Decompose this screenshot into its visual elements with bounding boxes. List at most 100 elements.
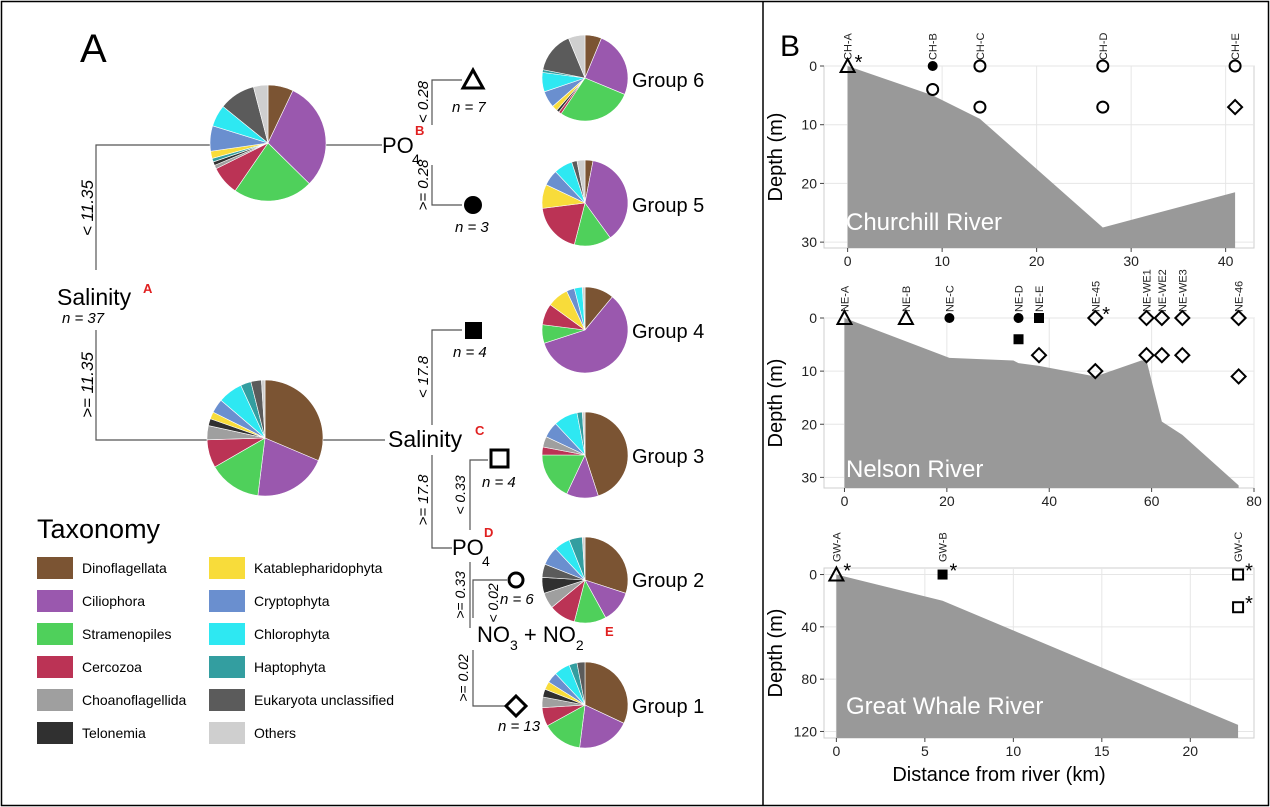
marker-open-circle — [973, 59, 987, 73]
asterisk-marker: * — [1102, 304, 1110, 326]
split-d-upper: < 0.33 — [452, 475, 468, 515]
leaf-count: n = 4 — [453, 344, 487, 361]
marker-open-circle — [1096, 100, 1110, 114]
pie-slice-dinoflagellata — [584, 536, 629, 594]
node-label-part: NO — [477, 622, 510, 647]
pie-slice-others — [568, 34, 586, 79]
asterisk-marker: * — [1245, 561, 1253, 583]
legend-label: Katablepharidophyta — [254, 560, 383, 576]
leaf-count: n = 7 — [452, 99, 486, 116]
y-tick-label: 0 — [809, 567, 817, 583]
pie-slice-others — [581, 411, 586, 456]
pie-slice-stramenopiles — [234, 142, 310, 202]
y-axis-label: Depth (m) — [765, 359, 787, 448]
leaf-group-2: n = 6 — [500, 571, 534, 608]
marker-open-circle — [973, 100, 987, 114]
x-tick-label: 15 — [1094, 743, 1110, 759]
y-tick-label: 10 — [801, 363, 817, 379]
filled-circle-symbol — [464, 196, 482, 214]
y-tick-label: 20 — [801, 175, 817, 191]
node-marker: A — [143, 281, 153, 296]
station-label: CH-A — [843, 32, 855, 60]
x-tick-label: 80 — [1246, 493, 1262, 509]
pie-slice-stramenopiles — [214, 437, 266, 496]
x-axis-label: Distance from river (km) — [892, 764, 1105, 786]
river-name: Great Whale River — [846, 693, 1043, 720]
depth-plot-3: Great Whale River 0 5 10 15 20 0 40 80 120 Depth (… — [765, 532, 1255, 786]
marker-filled-circle — [944, 313, 955, 323]
legend-label: Eukaryota unclassified — [254, 692, 394, 708]
marker-open-diamond — [1086, 362, 1104, 380]
station-label: GW-B — [938, 532, 950, 562]
y-tick-label: 10 — [801, 117, 817, 133]
pie-slice-ciliophora — [579, 704, 625, 749]
branch-root-upper — [95, 144, 215, 270]
leaf-group-3: n = 4 — [482, 448, 516, 491]
split-root-lower: >= 11.35 — [78, 352, 97, 418]
leaf-group-1: n = 13 — [498, 693, 541, 735]
split-b-upper: < 0.28 — [415, 80, 432, 123]
legend-label: Chlorophyta — [254, 626, 330, 642]
node-marker: B — [415, 123, 424, 138]
y-tick-label: 30 — [801, 469, 817, 485]
marker-open-diamond — [1230, 309, 1248, 327]
open-circle-symbol — [507, 571, 525, 589]
station-label: CH-E — [1230, 33, 1242, 60]
station-label: NE-C — [944, 285, 956, 312]
x-tick-label: 40 — [1041, 493, 1057, 509]
legend-swatch — [37, 689, 73, 711]
panel-b: B Churchill River 0 10 20 30 40 0 10 20 30 Depth (… — [762, 2, 1262, 805]
station-label: CH-D — [1098, 32, 1110, 60]
pie-slice-others — [581, 536, 586, 581]
legend-label: Cryptophyta — [254, 593, 330, 609]
y-tick-label: 80 — [801, 671, 817, 687]
branch-d-upper — [469, 459, 488, 530]
node-label: Salinity — [57, 284, 132, 310]
node-marker: D — [484, 525, 493, 540]
marker-open-diamond — [1153, 346, 1171, 364]
leaf-group-4: n = 4 — [453, 322, 487, 361]
node-subscript: 4 — [482, 553, 490, 569]
marker-open-diamond — [1138, 309, 1155, 327]
x-tick-label: 60 — [1144, 493, 1160, 509]
river-name: Churchill River — [846, 209, 1002, 236]
node-subscript: 4 — [412, 151, 420, 167]
legend-label: Stramenopiles — [82, 626, 172, 642]
bathymetry-area — [844, 318, 1239, 488]
leaf-count: n = 4 — [482, 474, 516, 491]
node-label: Salinity — [388, 426, 463, 452]
node-subscript: 2 — [576, 637, 584, 653]
leaf-group-6: n = 7 — [452, 66, 486, 116]
panel-a-label: A — [80, 27, 107, 71]
marker-open-square — [1232, 568, 1245, 581]
y-tick-label: 0 — [809, 58, 817, 74]
pie-slice-ciliophora — [543, 296, 629, 374]
pie-slice-dinoflagellata — [264, 379, 324, 462]
x-tick-label: 5 — [921, 743, 929, 759]
legend-swatch — [37, 557, 73, 579]
node-label-part: + NO — [518, 622, 576, 647]
x-tick-label: 0 — [832, 743, 840, 759]
split-e-upper: < 0.02 — [485, 583, 501, 623]
split-e-lower: >= 0.02 — [455, 654, 471, 702]
legend-swatch — [209, 656, 245, 678]
x-tick-label: 0 — [841, 493, 849, 509]
y-axis-label: Depth (m) — [765, 609, 787, 698]
pie-slice-cercozoa — [542, 202, 586, 246]
pie-slice-dinoflagellata — [584, 411, 629, 497]
legend-label: Haptophyta — [254, 659, 326, 675]
pie-group-3 — [541, 411, 629, 499]
node-label: PO — [452, 535, 484, 560]
node-no3-no2-e: NO3 + NO2 E — [477, 622, 614, 653]
split-b-lower: >= 0.28 — [415, 159, 432, 211]
legend-swatch — [209, 590, 245, 612]
pie-group-2 — [541, 536, 629, 624]
marker-open-circle — [1096, 59, 1110, 73]
legend-label: Telonemia — [82, 725, 146, 741]
branch-c-lower — [431, 455, 452, 549]
marker-filled-circle — [1013, 313, 1024, 323]
marker-open-diamond — [1153, 309, 1171, 327]
x-tick-label: 0 — [844, 253, 852, 269]
leaf-count: n = 6 — [500, 591, 534, 608]
pie-group-1 — [541, 661, 629, 749]
